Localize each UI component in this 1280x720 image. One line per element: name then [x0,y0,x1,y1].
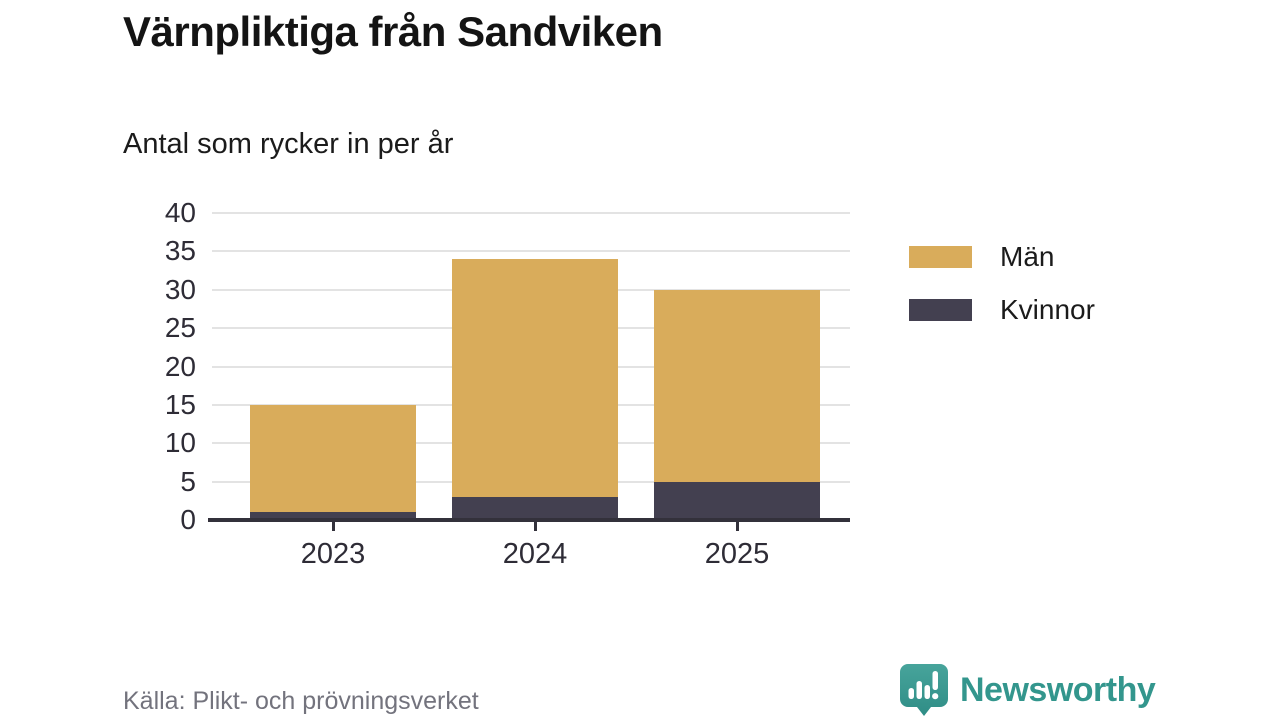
bar-segment-2024-Män [452,259,618,497]
gridline-y-35 [212,250,850,253]
bar-segment-2024-Kvinnor [452,496,618,520]
chart-subtitle: Antal som rycker in per år [123,128,454,160]
y-axis-tick-label: 40 [164,197,196,228]
legend-label-men: Män [1000,241,1055,272]
gridline-y-40 [212,212,850,214]
y-axis-tick-label: 15 [164,388,196,420]
y-axis-tick-label: 25 [164,312,196,344]
x-axis-label-2023: 2023 [300,538,366,570]
newsworthy-bubble-chart-icon [897,662,951,718]
y-axis-tick-label: 0 [180,504,196,535]
legend-label-women: Kvinnor [1000,294,1095,325]
x-axis-tick [331,522,335,531]
bar-segment-2023-Kvinnor [250,512,416,520]
legend: Män Kvinnor [909,241,1095,326]
y-axis-tick-label: 10 [164,427,196,459]
legend-swatch-men [909,246,972,268]
source-attribution: Källa: Plikt- och prövningsverket [123,687,479,715]
legend-item-women: Kvinnor [909,294,1095,326]
y-axis-tick-label: 5 [180,465,196,497]
bar-segment-2025-Kvinnor [654,481,820,520]
chart-title: Värnpliktiga från Sandviken [123,8,663,55]
x-axis-line [208,518,850,522]
x-axis-tick [533,522,537,531]
y-axis-tick-label: 35 [164,235,196,267]
x-axis-label-2025: 2025 [704,538,770,570]
y-axis-tick-label: 30 [164,273,196,305]
newsworthy-wordmark: Newsworthy [960,670,1156,709]
y-axis-tick-label: 20 [164,350,196,382]
legend-swatch-women [909,299,972,321]
bar-segment-2025-Män [654,289,820,482]
x-axis-tick [735,522,739,531]
legend-item-men: Män [909,241,1095,273]
bar-segment-2023-Män [250,404,416,513]
x-axis-label-2024: 2024 [502,538,568,570]
newsworthy-logo[interactable]: Newsworthy [897,662,1156,718]
